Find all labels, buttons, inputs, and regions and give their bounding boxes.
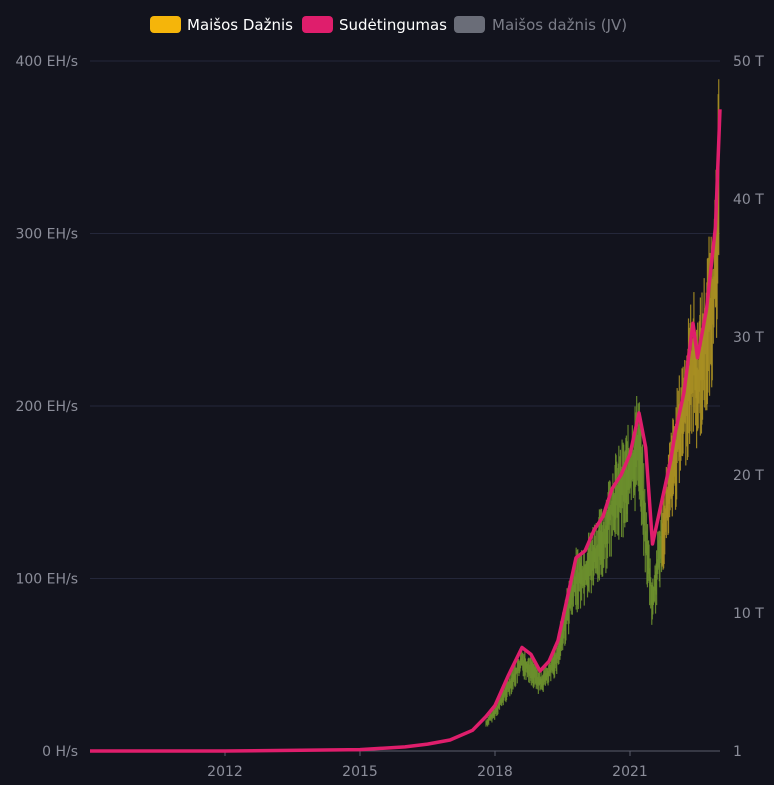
legend-item-0[interactable]: Maišos Dažnis	[150, 16, 293, 34]
left-axis-tick-label: 200 EH/s	[15, 399, 78, 415]
left-axis-tick-label: 400 EH/s	[15, 54, 78, 70]
right-axis-tick-label: 50 T	[733, 54, 764, 70]
hashrate-series	[485, 79, 720, 727]
x-axis-tick-label: 2015	[342, 764, 378, 780]
legend: Maišos Dažnis Sudėtingumas Maišos dažnis (…	[150, 16, 627, 34]
right-axis-tick-label: 30 T	[733, 330, 764, 346]
grid	[90, 60, 720, 579]
x-axis: 2012 2015 2018 2021	[90, 750, 720, 780]
left-axis-tick-label: 300 EH/s	[15, 227, 78, 243]
legend-item-1[interactable]: Sudėtingumas	[302, 16, 447, 34]
right-axis-tick-label: 10 T	[733, 606, 764, 622]
right-axis-tick-label: 40 T	[733, 192, 764, 208]
legend-item-2[interactable]: Maišos dažnis (JV)	[454, 16, 627, 34]
legend-label: Maišos dažnis (JV)	[492, 16, 627, 34]
legend-label: Maišos Dažnis	[187, 16, 293, 34]
legend-label: Sudėtingumas	[339, 16, 447, 34]
right-axis-tick-label: 1	[733, 744, 742, 760]
difficulty-line	[90, 109, 722, 753]
plot-area	[90, 79, 722, 753]
legend-swatch	[150, 16, 181, 33]
x-axis-tick-label: 2018	[477, 764, 513, 780]
right-axis-tick-label: 20 T	[733, 468, 764, 484]
left-axis-tick-label: 0 H/s	[42, 744, 78, 760]
x-axis-tick-label: 2012	[207, 764, 243, 780]
legend-swatch	[302, 16, 333, 33]
left-axis-tick-label: 100 EH/s	[15, 572, 78, 588]
x-axis-tick-label: 2021	[612, 764, 648, 780]
legend-swatch	[454, 16, 485, 33]
right-axis: 1 10 T 20 T 30 T 40 T 50 T	[733, 54, 764, 760]
left-axis: 0 H/s 100 EH/s 200 EH/s 300 EH/s 400 EH/s	[15, 54, 78, 760]
